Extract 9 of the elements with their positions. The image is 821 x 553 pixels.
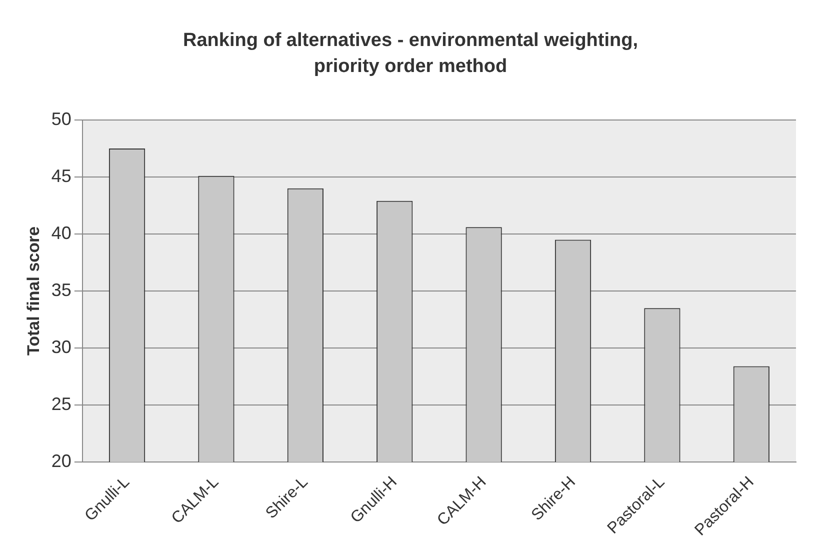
y-axis-title: Total final score bbox=[24, 226, 43, 356]
y-tick-label: 45 bbox=[51, 166, 72, 186]
y-tick-label: 30 bbox=[51, 336, 72, 357]
y-tick-label: 35 bbox=[51, 280, 72, 300]
chart-title: Ranking of alternatives - environmental weighting, priority order method bbox=[182, 29, 640, 79]
y-tick-label: 40 bbox=[51, 222, 72, 243]
y-tick-label: 25 bbox=[51, 394, 72, 414]
y-tick-label: 50 bbox=[51, 108, 72, 129]
y-tick-label: 20 bbox=[51, 450, 72, 471]
